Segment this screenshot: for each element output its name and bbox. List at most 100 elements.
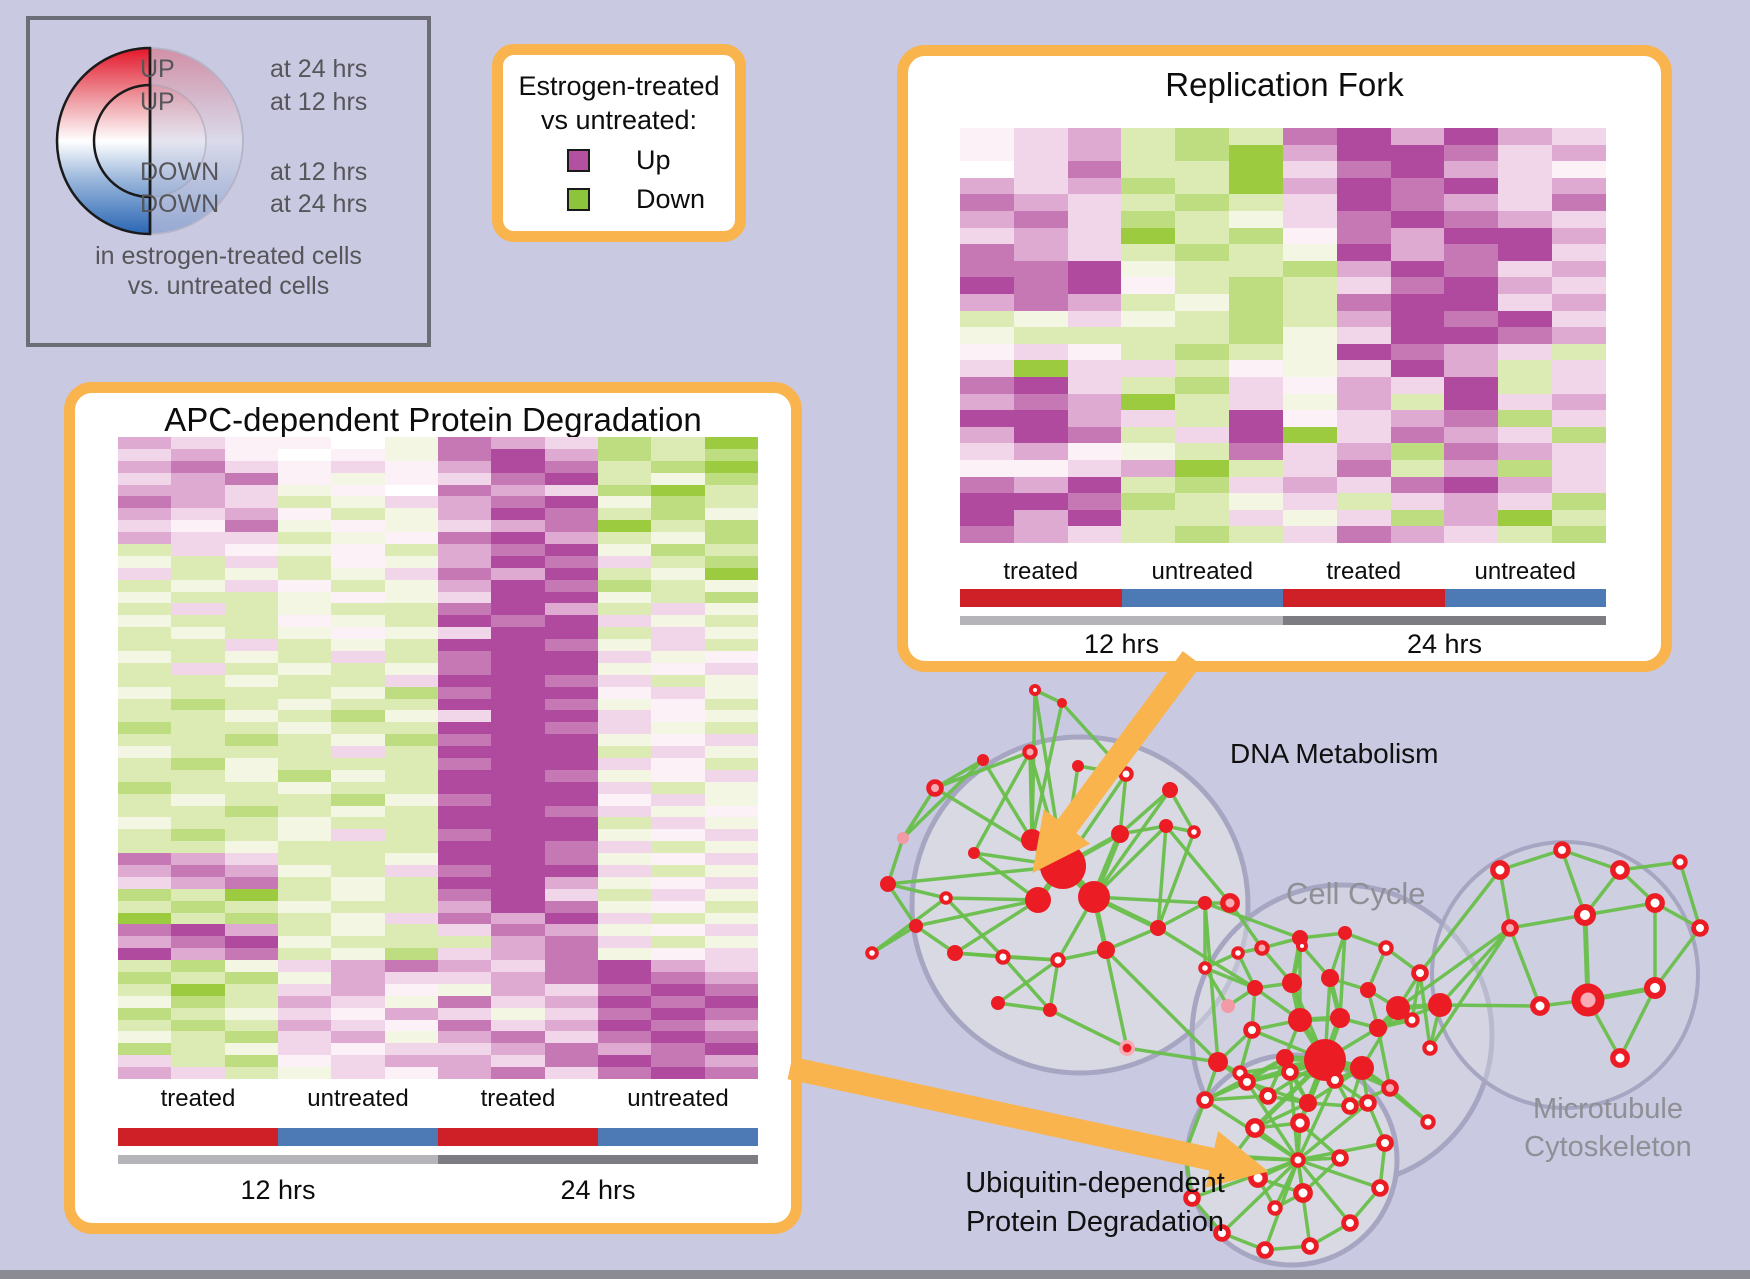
heatmap-cell <box>960 410 1014 427</box>
heatmap-cell <box>1013 460 1068 477</box>
bar-segment <box>118 1155 438 1164</box>
heatmap-cell <box>544 627 598 640</box>
heatmap-cell <box>118 817 172 830</box>
heatmap-cell <box>1390 343 1445 361</box>
heatmap-cell <box>1282 476 1337 494</box>
network-node <box>1360 982 1376 998</box>
apc-heatmap-panel: APC-dependent Protein Degradation treate… <box>64 382 802 1234</box>
heatmap-cell <box>1121 509 1176 527</box>
heatmap-cell <box>277 496 332 509</box>
heatmap-cell <box>1067 277 1122 294</box>
heatmap-cell <box>651 532 705 544</box>
heatmap-cell <box>224 924 278 937</box>
heatmap-cell <box>651 1067 705 1079</box>
network-node <box>947 945 963 961</box>
heatmap-cell <box>704 865 758 877</box>
network-node <box>1288 1008 1312 1032</box>
heatmap-cell <box>224 853 278 865</box>
heatmap-cell <box>1282 526 1337 543</box>
heatmap-cell <box>704 769 758 782</box>
heatmap-cell <box>544 1043 598 1056</box>
heatmap-cell <box>491 472 545 485</box>
heatmap-cell <box>1067 128 1122 145</box>
heatmap-cell <box>491 496 545 509</box>
heatmap-cell <box>384 472 438 485</box>
heatmap-cell <box>704 936 758 949</box>
heatmap-cell <box>651 698 705 711</box>
heatmap-cell <box>704 651 758 663</box>
heatmap-cell <box>1121 343 1176 361</box>
network-edge <box>1418 868 1502 975</box>
heatmap-cell <box>597 520 652 533</box>
heatmap-cell <box>1175 460 1230 477</box>
heatmap-cell <box>544 567 598 580</box>
heatmap-cell <box>1336 194 1391 211</box>
heatmap-cell <box>1013 277 1068 294</box>
heatmap-cell <box>331 437 385 449</box>
repfork-group-labels: treated untreated treated untreated <box>960 558 1606 586</box>
heatmap-cell <box>1552 277 1606 294</box>
network-node <box>1378 940 1394 956</box>
cluster-label-microtubule-cytoskeleton: Microtubule Cytoskeleton <box>1478 1090 1738 1166</box>
heatmap-cell <box>1175 177 1230 195</box>
heatmap-cell <box>1282 277 1337 294</box>
heatmap-cell <box>224 615 278 628</box>
cluster-label-ubiquitin-degradation: Ubiquitin-dependent Protein Degradation <box>950 1164 1240 1242</box>
heatmap-cell <box>331 936 385 949</box>
network-edge <box>1584 901 1656 917</box>
heatmap-cell <box>437 544 492 556</box>
heatmap-cell <box>1444 227 1499 245</box>
heatmap-cell <box>1552 194 1606 211</box>
heatmap-cell <box>118 579 172 592</box>
heatmap-cell <box>1067 177 1122 195</box>
heatmap-cell <box>118 781 172 794</box>
heatmap-cell <box>1121 227 1176 245</box>
heatmap-cell <box>118 829 172 842</box>
apc-time-labels: 12 hrs 24 hrs <box>118 1175 758 1205</box>
heatmap-cell <box>1444 310 1499 328</box>
heatmap-cell <box>331 591 385 604</box>
heatmap-cell <box>1229 443 1283 460</box>
repfork-treatment-colorbar <box>960 589 1606 607</box>
heatmap-cell <box>224 555 278 568</box>
heatmap-cell <box>1067 343 1122 361</box>
heatmap-cell <box>384 437 438 449</box>
heatmap-cell <box>704 710 758 723</box>
heatmap-cell <box>1498 377 1553 394</box>
network-node <box>1530 996 1550 1016</box>
heatmap-cell <box>384 829 438 842</box>
heatmap-cell <box>1229 161 1283 178</box>
heatmap-cell <box>960 194 1014 211</box>
network-edge <box>1203 902 1220 1063</box>
heatmap-cell <box>544 710 598 723</box>
heatmap-cell <box>331 983 385 996</box>
ring-legend-box: UP at 24 hrs UP at 12 hrs DOWN at 12 hrs… <box>26 16 431 347</box>
heatmap-cell <box>704 615 758 628</box>
heatmap-cell <box>704 1031 758 1044</box>
heatmap-cell <box>1013 194 1068 211</box>
heatmap-cell <box>277 781 332 794</box>
heatmap-cell <box>437 746 492 758</box>
heatmap-cell <box>651 912 705 925</box>
heatmap-cell <box>171 496 225 509</box>
heatmap-cell <box>651 841 705 854</box>
heatmap-cell <box>597 603 652 616</box>
heatmap-cell <box>224 651 278 663</box>
heatmap-cell <box>118 912 172 925</box>
heatmap-cell <box>1282 443 1337 460</box>
network-node <box>1078 881 1110 913</box>
heatmap-cell <box>277 508 332 521</box>
heatmap-cell <box>544 865 598 877</box>
heatmap-cell <box>1336 426 1391 444</box>
heatmap-cell <box>437 960 492 972</box>
heatmap-cell <box>1552 244 1606 261</box>
heatmap-cell <box>1444 194 1499 211</box>
heatmap-cell <box>704 437 758 449</box>
heatmap-cell <box>544 662 598 675</box>
heatmap-cell <box>651 627 705 640</box>
heatmap-cell <box>384 567 438 580</box>
heatmap-cell <box>491 460 545 473</box>
network-edge <box>1203 967 1230 1007</box>
heatmap-cell <box>277 532 332 544</box>
